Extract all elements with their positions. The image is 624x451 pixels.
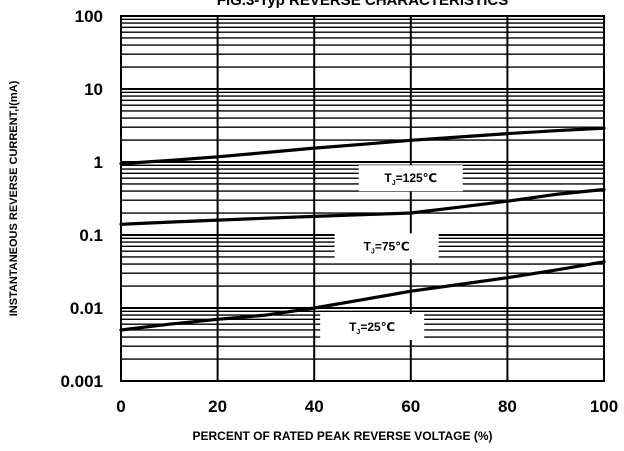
y-tick-label-0: 100: [75, 7, 103, 26]
annotation-layer: TJ=125℃ TJ=75℃ TJ=25℃: [320, 165, 463, 340]
y-tick-label-3: 0.1: [79, 226, 103, 245]
x-tick-label-0: 0: [116, 397, 125, 416]
y-tick-labels: 100 10 1 0.1 0.01 0.001: [60, 7, 103, 391]
x-tick-label-5: 100: [590, 397, 618, 416]
series-layer: [119, 126, 606, 332]
x-tick-label-2: 40: [305, 397, 324, 416]
x-tick-label-1: 20: [208, 397, 227, 416]
annotation-label-1: TJ=75℃: [364, 239, 410, 255]
annotation-box-1: [334, 233, 439, 260]
series-line-125: [119, 126, 606, 166]
x-axis-label: PERCENT OF RATED PEAK REVERSE VOLTAGE (%…: [192, 429, 492, 443]
annotation-label-2: TJ=25℃: [349, 320, 395, 336]
annotation-label-0: TJ=125℃: [384, 171, 437, 187]
y-tick-label-5: 0.001: [60, 372, 103, 391]
chart-title: FIG.3-Typ REVERSE CHARACTERISTICS: [217, 0, 508, 9]
y-tick-label-1: 10: [84, 80, 103, 99]
annotation-1: TJ=75℃: [334, 233, 439, 260]
x-tick-label-4: 80: [498, 397, 517, 416]
annotation-box-2: [320, 313, 425, 340]
y-tick-label-2: 1: [94, 153, 103, 172]
series-line-75: [119, 187, 606, 226]
x-tick-label-3: 60: [401, 397, 420, 416]
plot-frame: [120, 15, 605, 382]
annotation-0: TJ=125℃: [358, 165, 463, 192]
series-line-25: [119, 260, 606, 332]
y-axis-label: INSTANTANEOUS REVERSE CURRENT,I(mA): [8, 80, 20, 316]
annotation-2: TJ=25℃: [320, 313, 425, 340]
annotation-box-0: [358, 165, 463, 192]
x-tick-labels: 0 20 40 60 80 100: [116, 397, 618, 416]
y-tick-label-4: 0.01: [70, 299, 103, 318]
